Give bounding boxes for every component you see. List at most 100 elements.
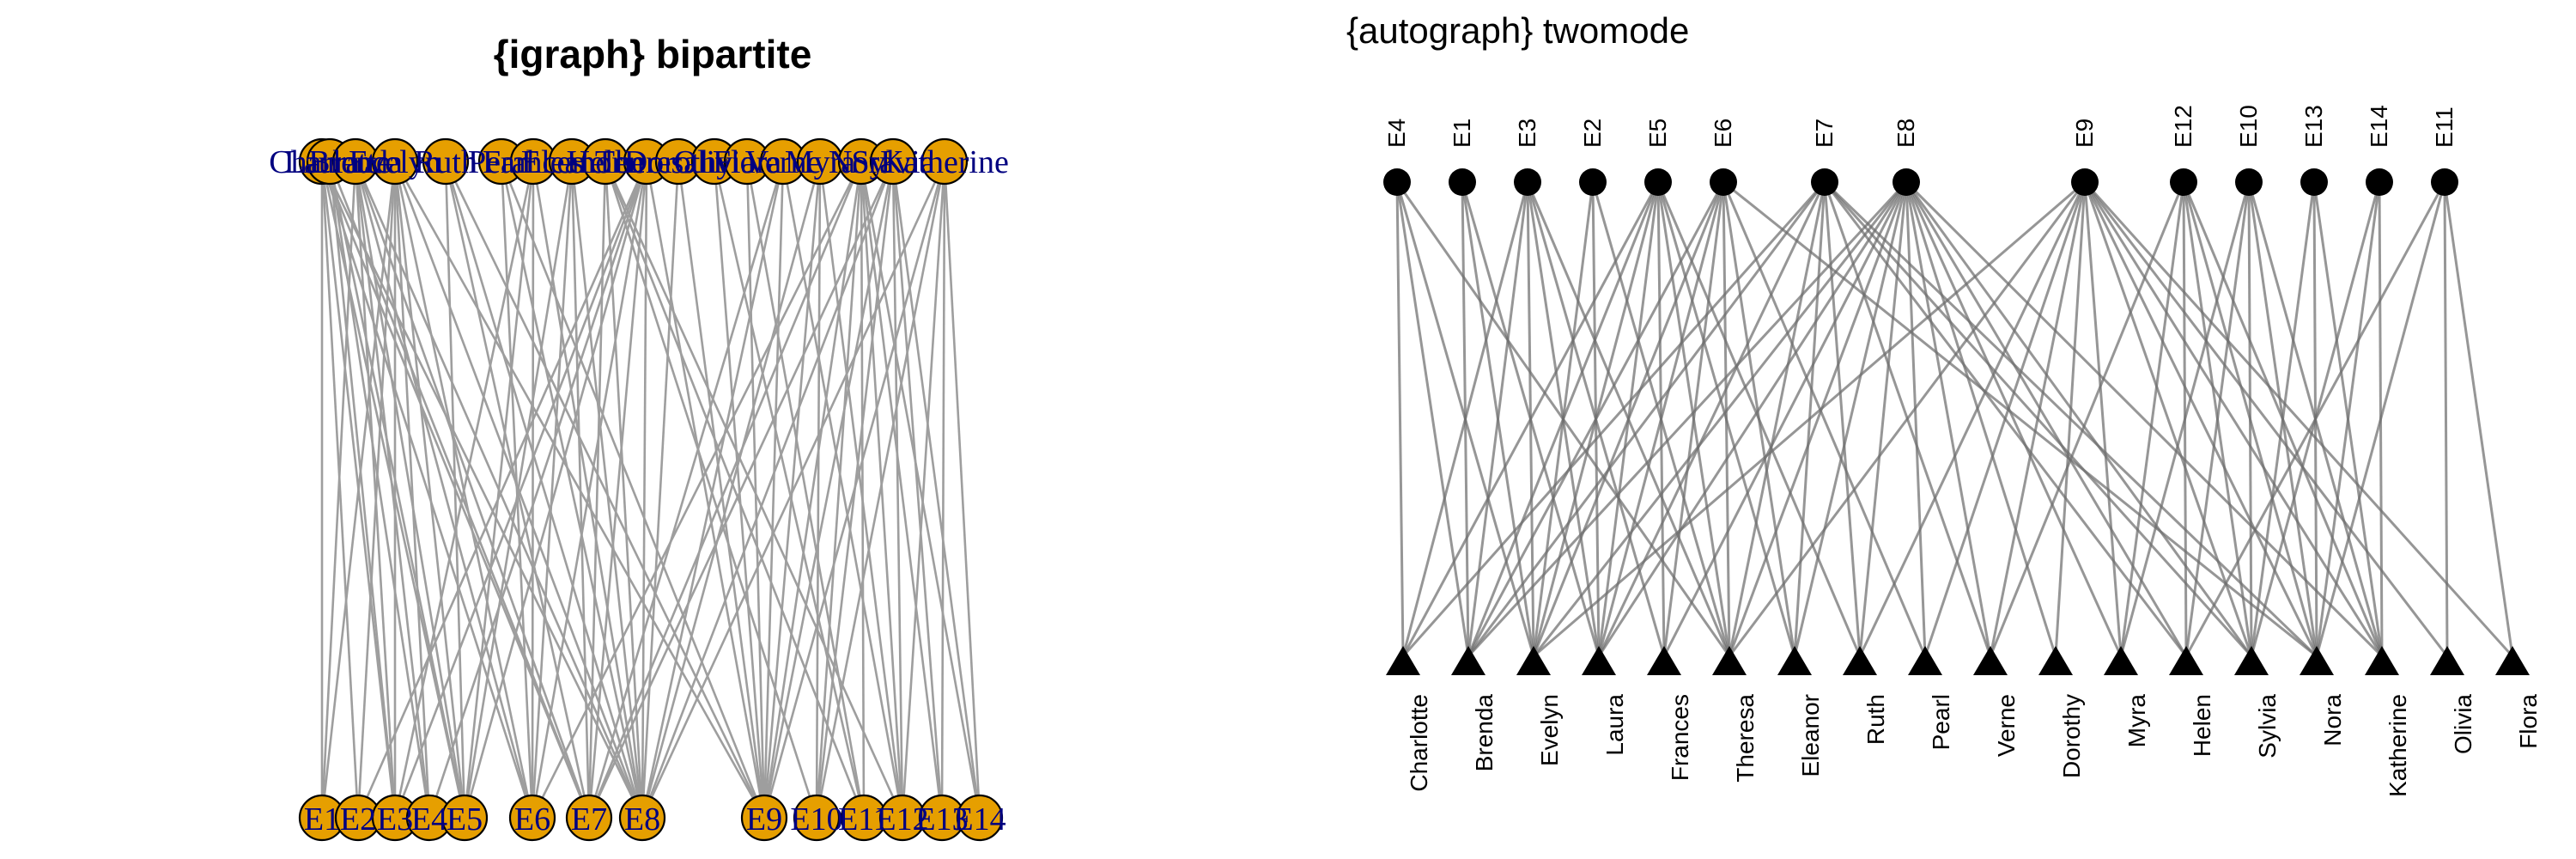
autograph-edge-charlotte-e5 xyxy=(1401,181,1660,657)
autograph-label-olivia: Olivia xyxy=(2450,694,2476,754)
autograph-edge-ruth-e5 xyxy=(1656,181,1862,657)
autograph-edge-myra-e12 xyxy=(2119,181,2185,657)
autograph-node-frances xyxy=(1647,646,1681,675)
igraph-edge-nora-e10 xyxy=(815,161,863,819)
autograph-label-e5: E5 xyxy=(1644,119,1671,148)
igraph-edge-laura-e2 xyxy=(320,161,360,819)
igraph-node-sylvia xyxy=(869,137,917,186)
igraph-edge-nora-e13 xyxy=(860,161,944,819)
autograph-node-e1 xyxy=(1449,168,1476,196)
igraph-edge-ruth-e9 xyxy=(444,161,766,819)
igraph-edge-olivia-e9 xyxy=(713,161,766,819)
igraph-node-e5 xyxy=(440,794,489,842)
igraph-node-evelyn xyxy=(371,137,419,186)
igraph-label-charlotte: Charlotte xyxy=(269,144,390,180)
autograph-edge-brenda-e3 xyxy=(1467,181,1529,657)
autograph-edge-myra-e8 xyxy=(1905,181,2123,657)
autograph-node-e5 xyxy=(1644,168,1672,196)
igraph-edge-sylvia-e13 xyxy=(891,161,944,819)
igraph-edge-brenda-e7 xyxy=(354,161,591,819)
autograph-node-e9 xyxy=(2071,168,2099,196)
igraph-label-e3: E3 xyxy=(377,801,413,838)
igraph-node-e10 xyxy=(793,794,841,842)
autograph-node-dorothy xyxy=(2038,646,2073,675)
igraph-women-nodes: LauraCharlotteBrendaEvelynRuthPearlFranc… xyxy=(269,137,1009,186)
autograph-label-myra: Myra xyxy=(2123,694,2150,748)
igraph-node-e9 xyxy=(740,794,788,842)
igraph-edge-nora-e7 xyxy=(587,161,863,819)
igraph-label-myra: Myra xyxy=(785,144,855,180)
autograph-edge-charlotte-e4 xyxy=(1395,181,1405,657)
igraph-label-theresa: Theresa xyxy=(595,144,698,180)
autograph-node-e3 xyxy=(1514,168,1541,196)
autograph-edge-olivia-e9 xyxy=(2083,181,2449,657)
autograph-edge-pearl-e8 xyxy=(1905,181,1927,657)
igraph-edge-ruth-e8 xyxy=(444,161,644,819)
autograph-edge-olivia-e11 xyxy=(2443,181,2449,657)
autograph-edge-sylvia-e9 xyxy=(2083,181,2253,657)
autograph-edge-charlotte-e7 xyxy=(1401,181,1826,657)
autograph-label-helen: Helen xyxy=(2189,694,2215,757)
igraph-label-flora: Flora xyxy=(713,144,781,180)
igraph-edge-katherine-e12 xyxy=(901,161,946,819)
igraph-label-nora: Nora xyxy=(829,144,894,180)
autograph-edge-sylvia-e8 xyxy=(1905,181,2253,657)
autograph-edge-verne-e8 xyxy=(1905,181,1992,657)
autograph-edge-frances-e5 xyxy=(1656,181,1666,657)
autograph-edge-eleanor-e7 xyxy=(1793,181,1826,657)
igraph-node-katherine xyxy=(920,137,969,186)
igraph-edge-dorothy-e9 xyxy=(677,161,766,819)
autograph-edge-nora-e14 xyxy=(2315,181,2381,657)
igraph-label-e9: E9 xyxy=(746,801,782,838)
autograph-label-e1: E1 xyxy=(1449,119,1475,148)
autograph-node-ruth xyxy=(1843,646,1877,675)
igraph-label-e11: E11 xyxy=(838,801,890,838)
igraph-label-sylvia: Sylvia xyxy=(851,144,934,180)
autograph-node-evelyn xyxy=(1516,646,1551,675)
autograph-edge-verne-e12 xyxy=(1989,181,2185,657)
igraph-edge-nora-e14 xyxy=(860,161,981,819)
autograph-node-e6 xyxy=(1710,168,1737,196)
igraph-label-helen: Helen xyxy=(567,144,645,180)
igraph-edge-theresa-e5 xyxy=(463,161,648,819)
autograph-edge-myra-e9 xyxy=(2083,181,2123,657)
igraph-label-e5: E5 xyxy=(447,801,483,838)
autograph-node-flora xyxy=(2495,646,2530,675)
autograph-edge-nora-e9 xyxy=(2083,181,2318,657)
igraph-edge-helen-e12 xyxy=(604,161,904,819)
autograph-label-frances: Frances xyxy=(1667,694,1693,781)
autograph-label-e11: E11 xyxy=(2431,107,2458,148)
autograph-node-charlotte xyxy=(1386,646,1420,675)
igraph-label-e14: E14 xyxy=(953,801,1005,838)
autograph-node-e13 xyxy=(2300,168,2328,196)
igraph-edge-verne-e8 xyxy=(641,161,785,819)
igraph-label-brenda: Brenda xyxy=(308,144,403,180)
igraph-edge-nora-e6 xyxy=(531,161,863,819)
igraph-node-ruth xyxy=(422,137,470,186)
igraph-label-e1: E1 xyxy=(304,801,340,838)
igraph-edge-eleanor-e8 xyxy=(570,161,644,819)
autograph-label-evelyn: Evelyn xyxy=(1536,694,1563,766)
autograph-edge-evelyn-e8 xyxy=(1532,181,1908,657)
igraph-label-e2: E2 xyxy=(340,801,376,838)
autograph-node-laura xyxy=(1582,646,1616,675)
autograph-edge-ruth-e9 xyxy=(1858,181,2087,657)
igraph-edge-helen-e10 xyxy=(604,161,818,819)
autograph-label-e7: E7 xyxy=(1811,119,1838,148)
autograph-node-e4 xyxy=(1383,168,1411,196)
igraph-edge-frances-e8 xyxy=(532,161,644,819)
autograph-node-e2 xyxy=(1579,168,1607,196)
igraph-label-eleanor: Eleanor xyxy=(521,144,623,180)
igraph-edge-sylvia-e9 xyxy=(762,161,895,819)
autograph-edge-nora-e10 xyxy=(2247,181,2318,657)
igraph-edge-dorothy-e8 xyxy=(641,161,680,819)
igraph-label-e7: E7 xyxy=(571,801,607,838)
autograph-edge-helen-e12 xyxy=(2182,181,2188,657)
autograph-node-sylvia xyxy=(2234,646,2269,675)
autograph-edge-eleanor-e8 xyxy=(1793,181,1908,657)
autograph-edge-frances-e3 xyxy=(1526,181,1666,657)
igraph-bipartite-panel: {igraph} bipartite LauraCharlotteBrendaE… xyxy=(269,32,1009,842)
igraph-edges xyxy=(320,161,981,819)
autograph-edge-frances-e8 xyxy=(1662,181,1908,657)
